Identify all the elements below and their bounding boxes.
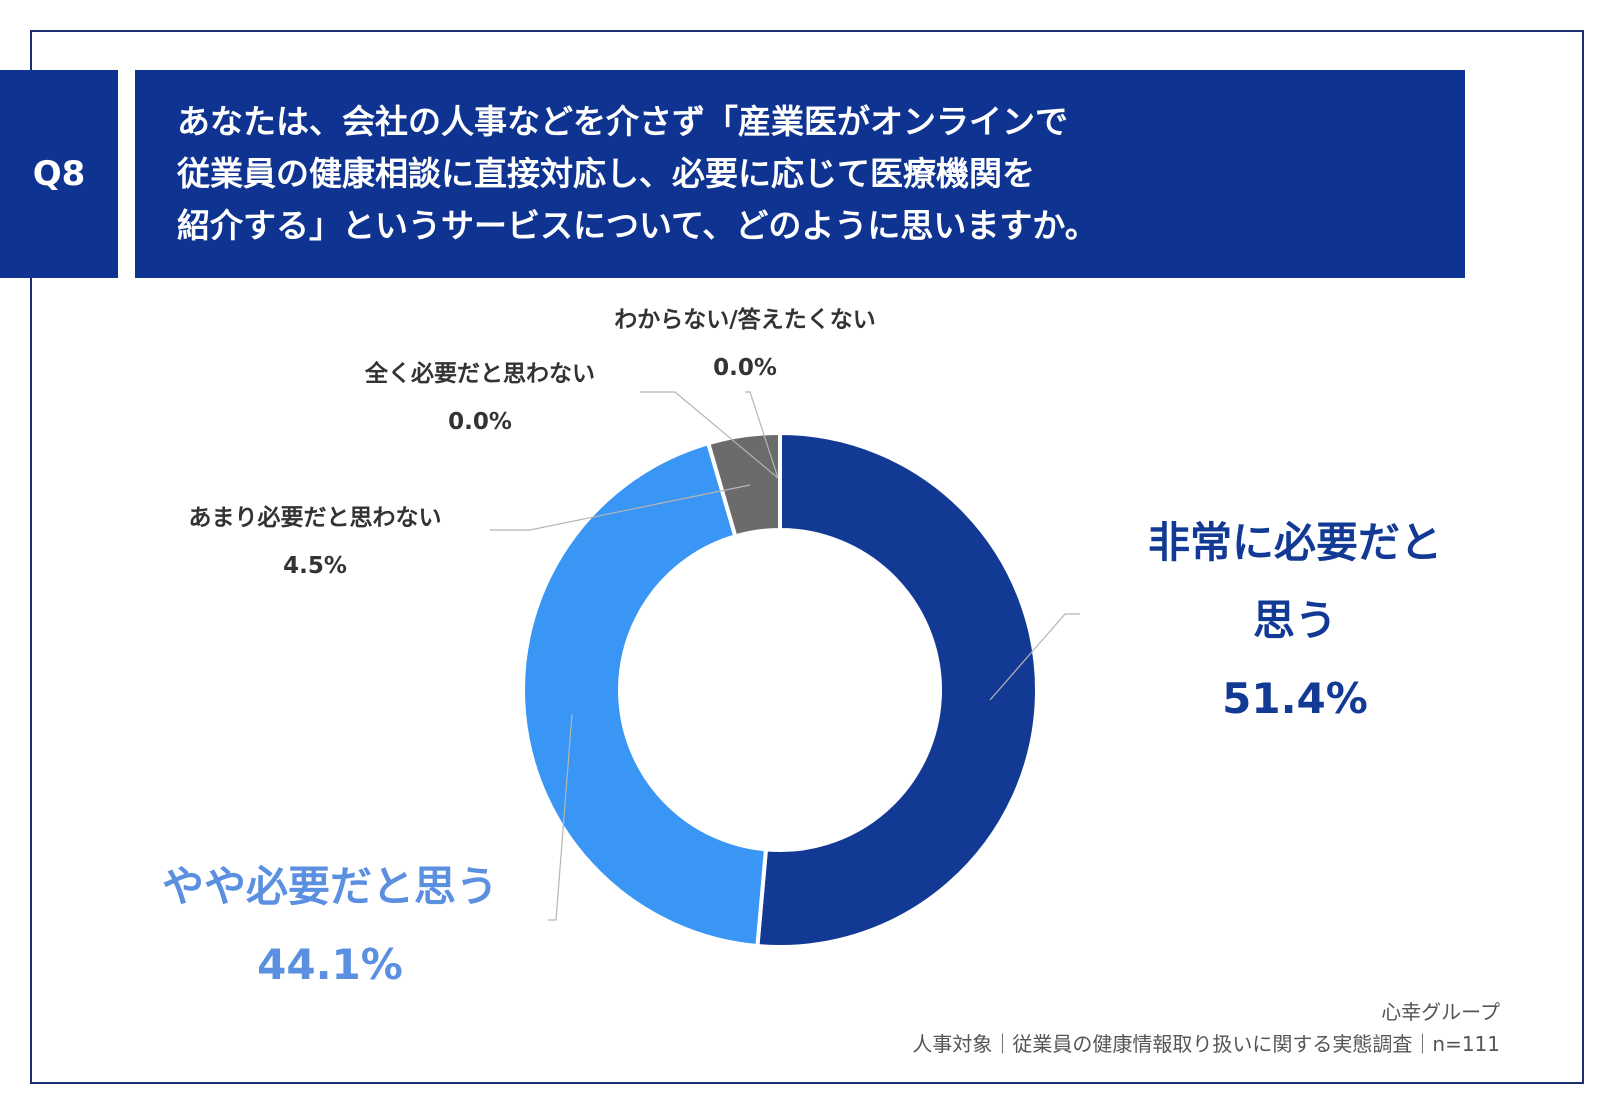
label-not-necessary-at-all-name: 全く必要だと思わない: [365, 361, 595, 387]
label-not-very-necessary-value: 4.5%: [283, 553, 347, 579]
leader-very-necessary: [989, 613, 1080, 701]
label-very-necessary-value: 51.4%: [1222, 674, 1368, 723]
label-not-necessary-at-all: 全く必要だと思わない 0.0%: [320, 350, 640, 446]
chart-frame: [30, 30, 1584, 1084]
leader-not-very-necessary: [490, 484, 751, 531]
label-very-necessary-name-2: 思う: [1252, 596, 1337, 645]
leader-somewhat-necessary: [548, 713, 573, 921]
source-company: 心幸グループ: [1381, 1000, 1500, 1024]
label-somewhat-necessary: やや必要だと思う 44.1%: [120, 848, 540, 1004]
source-note: 心幸グループ 人事対象｜従業員の健康情報取り扱いに関する実態調査｜n=111: [912, 996, 1500, 1060]
question-number-badge: Q8: [0, 70, 118, 278]
leader-not-necessary-at-all: [640, 391, 779, 479]
question-number: Q8: [32, 154, 86, 194]
leader-dont-know: [745, 391, 779, 479]
question-line-3: 紹介する」というサービスについて、どのように思いますか。: [177, 206, 1098, 245]
slice-somewhat-necessary: [521, 440, 769, 949]
label-somewhat-necessary-name: やや必要だと思う: [161, 862, 498, 911]
label-not-very-necessary-name: あまり必要だと思わない: [188, 505, 442, 531]
question-line-1: あなたは、会社の人事などを介さず「産業医がオンラインで: [177, 102, 1068, 141]
label-not-necessary-at-all-value: 0.0%: [448, 409, 512, 435]
label-very-necessary: 非常に必要だと 思う 51.4%: [1115, 504, 1475, 738]
slice-very-necessary: [755, 430, 1039, 949]
label-dont-know: わからない/答えたくない 0.0%: [580, 296, 910, 392]
source-survey: 人事対象｜従業員の健康情報取り扱いに関する実態調査｜n=111: [912, 1032, 1500, 1056]
question-title: あなたは、会社の人事などを介さず「産業医がオンラインで 従業員の健康相談に直接対…: [135, 70, 1465, 278]
donut-slices: [521, 430, 1039, 949]
leader-lines: [490, 391, 1080, 921]
label-dont-know-name: わからない/答えたくない: [614, 307, 876, 333]
label-not-very-necessary: あまり必要だと思わない 4.5%: [150, 494, 480, 590]
label-very-necessary-name-1: 非常に必要だと: [1147, 518, 1442, 567]
question-line-2: 従業員の健康相談に直接対応し、必要に応じて医療機関を: [177, 154, 1035, 193]
label-somewhat-necessary-value: 44.1%: [257, 940, 403, 989]
label-dont-know-value: 0.0%: [713, 355, 777, 381]
